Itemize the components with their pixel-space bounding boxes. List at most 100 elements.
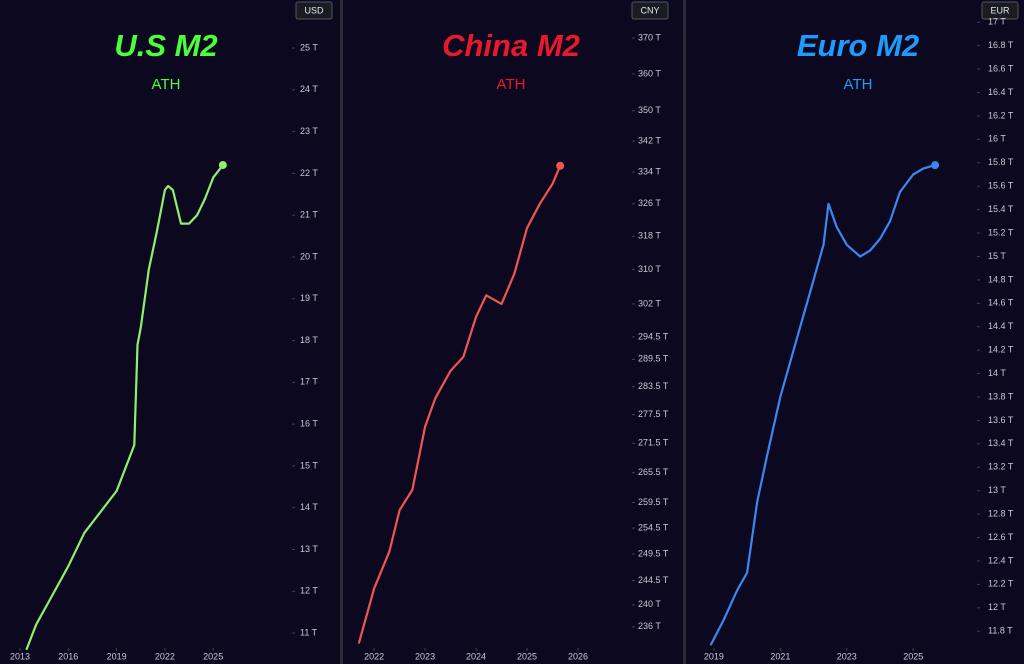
y-tick-label: 326 T bbox=[638, 198, 661, 208]
y-tick-label: 16 T bbox=[988, 134, 1006, 144]
y-tick-label: 16 T bbox=[300, 419, 318, 429]
y-tick-label: 12.4 T bbox=[988, 555, 1014, 565]
y-tick-label: 370 T bbox=[638, 32, 661, 42]
x-tick-label: 2023 bbox=[837, 651, 857, 661]
y-tick-label: 14.6 T bbox=[988, 298, 1014, 308]
x-tick-label: 2022 bbox=[155, 651, 175, 661]
y-tick-label: 18 T bbox=[300, 335, 318, 345]
panel-title: U.S M2 bbox=[114, 28, 217, 63]
y-tick-label: 21 T bbox=[300, 210, 318, 220]
y-tick-label: 12.2 T bbox=[988, 579, 1014, 589]
y-tick-label: 14.8 T bbox=[988, 274, 1014, 284]
y-tick-label: 277.5 T bbox=[638, 409, 669, 419]
y-tick-label: 14.2 T bbox=[988, 345, 1014, 355]
x-tick-label: 2016 bbox=[58, 651, 78, 661]
y-tick-label: 16.6 T bbox=[988, 63, 1014, 73]
currency-label: EUR bbox=[990, 5, 1010, 15]
y-tick-label: 12 T bbox=[300, 586, 318, 596]
y-tick-label: 12.6 T bbox=[988, 532, 1014, 542]
data-line bbox=[357, 165, 562, 644]
y-tick-label: 236 T bbox=[638, 621, 661, 631]
y-tick-label: 15 T bbox=[988, 251, 1006, 261]
y-tick-label: 310 T bbox=[638, 264, 661, 274]
y-tick-label: 15.6 T bbox=[988, 181, 1014, 191]
y-tick-label: 13 T bbox=[300, 544, 318, 554]
y-tick-label: 15.4 T bbox=[988, 204, 1014, 214]
y-tick-label: 23 T bbox=[300, 126, 318, 136]
y-tick-label: 265.5 T bbox=[638, 467, 669, 477]
y-tick-label: 294.5 T bbox=[638, 331, 669, 341]
y-tick-label: 13 T bbox=[988, 485, 1006, 495]
currency-box bbox=[981, 1, 1019, 20]
panel-title: Euro M2 bbox=[797, 28, 919, 63]
y-tick-label: 318 T bbox=[638, 231, 661, 241]
y-tick-label: 334 T bbox=[638, 166, 661, 176]
x-tick-label: 2025 bbox=[203, 651, 223, 661]
y-tick-label: 20 T bbox=[300, 251, 318, 261]
y-tick-label: 25 T bbox=[300, 42, 318, 52]
panel-title: China M2 bbox=[442, 28, 580, 63]
y-tick-label: 12.8 T bbox=[988, 508, 1014, 518]
y-tick-label: 17 T bbox=[988, 17, 1006, 27]
x-tick-label: 2019 bbox=[107, 651, 127, 661]
y-tick-label: 13.4 T bbox=[988, 438, 1014, 448]
data-line bbox=[25, 164, 224, 651]
y-tick-label: 14.4 T bbox=[988, 321, 1014, 331]
y-tick-label: 14 T bbox=[988, 368, 1006, 378]
y-tick-label: 254.5 T bbox=[638, 522, 669, 532]
y-tick-label: 24 T bbox=[300, 84, 318, 94]
panel-subtitle: ATH bbox=[497, 76, 526, 93]
y-tick-label: 15.8 T bbox=[988, 157, 1014, 167]
y-tick-label: 350 T bbox=[638, 105, 661, 115]
panel-divider bbox=[340, 0, 343, 664]
x-tick-label: 2025 bbox=[517, 651, 537, 661]
y-tick-label: 283.5 T bbox=[638, 381, 669, 391]
x-tick-label: 2024 bbox=[466, 651, 486, 661]
currency-box bbox=[631, 1, 669, 20]
y-tick-label: 360 T bbox=[638, 68, 661, 78]
y-tick-label: 15.2 T bbox=[988, 227, 1014, 237]
end-dot bbox=[218, 161, 227, 170]
x-tick-label: 2022 bbox=[364, 651, 384, 661]
y-tick-label: 13.8 T bbox=[988, 391, 1014, 401]
y-tick-label: 13.6 T bbox=[988, 415, 1014, 425]
panel-divider bbox=[683, 0, 686, 664]
y-tick-label: 16.4 T bbox=[988, 87, 1014, 97]
end-dot bbox=[556, 161, 565, 170]
x-tick-label: 2019 bbox=[704, 651, 724, 661]
y-tick-label: 12 T bbox=[988, 602, 1006, 612]
currency-label: USD bbox=[304, 5, 324, 15]
y-tick-label: 13.2 T bbox=[988, 462, 1014, 472]
y-tick-label: 17 T bbox=[300, 377, 318, 387]
currency-label: CNY bbox=[640, 5, 659, 15]
x-tick-label: 2023 bbox=[415, 651, 435, 661]
y-tick-label: 244.5 T bbox=[638, 575, 669, 585]
y-tick-label: 271.5 T bbox=[638, 438, 669, 448]
y-tick-label: 240 T bbox=[638, 599, 661, 609]
y-tick-label: 11 T bbox=[300, 627, 318, 637]
x-tick-label: 2021 bbox=[770, 651, 790, 661]
x-tick-label: 2025 bbox=[903, 651, 923, 661]
y-tick-label: 302 T bbox=[638, 298, 661, 308]
y-tick-label: 342 T bbox=[638, 135, 661, 145]
x-tick-label: 2026 bbox=[568, 651, 588, 661]
y-tick-label: 15 T bbox=[300, 460, 318, 470]
x-tick-label: 2013 bbox=[10, 651, 30, 661]
y-tick-label: 289.5 T bbox=[638, 354, 669, 364]
y-tick-label: 19 T bbox=[300, 293, 318, 303]
y-tick-label: 11.8 T bbox=[988, 626, 1013, 636]
panel-subtitle: ATH bbox=[844, 76, 873, 93]
y-tick-label: 14 T bbox=[300, 502, 318, 512]
y-tick-label: 259.5 T bbox=[638, 497, 669, 507]
y-tick-label: 249.5 T bbox=[638, 548, 669, 558]
y-tick-label: 22 T bbox=[300, 168, 318, 178]
end-dot bbox=[931, 161, 940, 170]
data-line bbox=[709, 164, 936, 646]
currency-box bbox=[295, 1, 333, 20]
y-tick-label: 16.8 T bbox=[988, 40, 1014, 50]
panel-subtitle: ATH bbox=[152, 76, 181, 93]
y-tick-label: 16.2 T bbox=[988, 110, 1014, 120]
